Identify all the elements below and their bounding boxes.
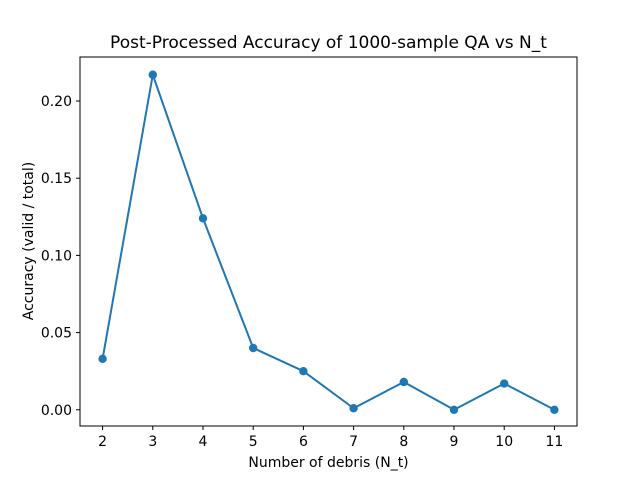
x-tick-label: 10 [495,434,513,450]
y-tick-label: 0.20 [41,94,72,110]
data-point [449,405,459,414]
y-tick-label: 0.15 [41,171,72,187]
x-axis-label: Number of debris (N_t) [248,455,409,471]
data-point [349,404,358,413]
chart-title: Post-Processed Accuracy of 1000-sample Q… [110,33,547,53]
data-point [550,405,559,414]
x-tick-label: 6 [299,434,308,450]
data-point [399,377,409,387]
data-point [299,366,308,376]
y-tick-label: 0.05 [41,326,72,342]
x-tick-label: 9 [450,434,459,450]
data-point [98,354,107,364]
y-axis-label: Accuracy (valid / total) [21,161,37,321]
x-tick-label: 4 [199,434,208,450]
axes-frame [79,56,578,427]
x-tick-label: 5 [249,434,258,450]
x-tick-label: 7 [349,434,358,450]
data-point [500,379,509,388]
data-point [148,70,157,79]
data-point [248,343,258,353]
x-tick-label: 8 [399,434,408,450]
x-tick-label: 3 [148,434,157,450]
y-tick-label: 0.10 [41,248,72,264]
data-point [198,214,208,223]
x-tick-label: 2 [98,434,107,450]
line-series [101,73,555,411]
x-tick-label: 11 [545,434,563,450]
y-tick-label: 0.00 [41,403,72,419]
